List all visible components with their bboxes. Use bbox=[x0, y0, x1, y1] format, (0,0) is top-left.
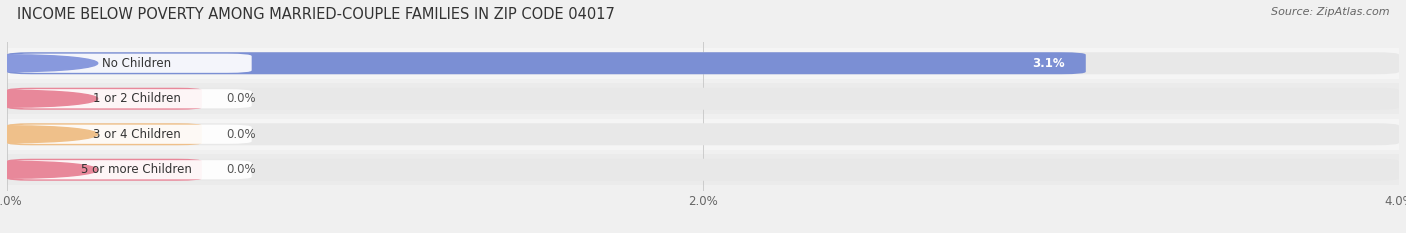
FancyBboxPatch shape bbox=[7, 88, 1399, 110]
FancyBboxPatch shape bbox=[10, 54, 252, 73]
FancyBboxPatch shape bbox=[7, 123, 1399, 145]
Text: INCOME BELOW POVERTY AMONG MARRIED-COUPLE FAMILIES IN ZIP CODE 04017: INCOME BELOW POVERTY AMONG MARRIED-COUPL… bbox=[17, 7, 614, 22]
Circle shape bbox=[0, 126, 97, 143]
Circle shape bbox=[0, 161, 97, 178]
FancyBboxPatch shape bbox=[7, 88, 202, 110]
Circle shape bbox=[0, 55, 97, 72]
Bar bbox=[7, 83, 1399, 114]
Text: Source: ZipAtlas.com: Source: ZipAtlas.com bbox=[1271, 7, 1389, 17]
FancyBboxPatch shape bbox=[7, 159, 202, 181]
Text: No Children: No Children bbox=[103, 57, 172, 70]
FancyBboxPatch shape bbox=[7, 52, 1085, 74]
FancyBboxPatch shape bbox=[10, 160, 252, 179]
Text: 0.0%: 0.0% bbox=[226, 128, 256, 141]
FancyBboxPatch shape bbox=[7, 159, 1399, 181]
FancyBboxPatch shape bbox=[10, 89, 252, 108]
FancyBboxPatch shape bbox=[7, 123, 202, 145]
Text: 0.0%: 0.0% bbox=[226, 92, 256, 105]
Text: 3 or 4 Children: 3 or 4 Children bbox=[93, 128, 181, 141]
Text: 5 or more Children: 5 or more Children bbox=[82, 163, 193, 176]
Bar bbox=[7, 119, 1399, 150]
Text: 1 or 2 Children: 1 or 2 Children bbox=[93, 92, 181, 105]
FancyBboxPatch shape bbox=[10, 125, 252, 144]
FancyBboxPatch shape bbox=[7, 52, 1399, 74]
Bar bbox=[7, 48, 1399, 79]
Bar bbox=[7, 154, 1399, 185]
Text: 0.0%: 0.0% bbox=[226, 163, 256, 176]
Text: 3.1%: 3.1% bbox=[1032, 57, 1064, 70]
Circle shape bbox=[0, 90, 97, 107]
